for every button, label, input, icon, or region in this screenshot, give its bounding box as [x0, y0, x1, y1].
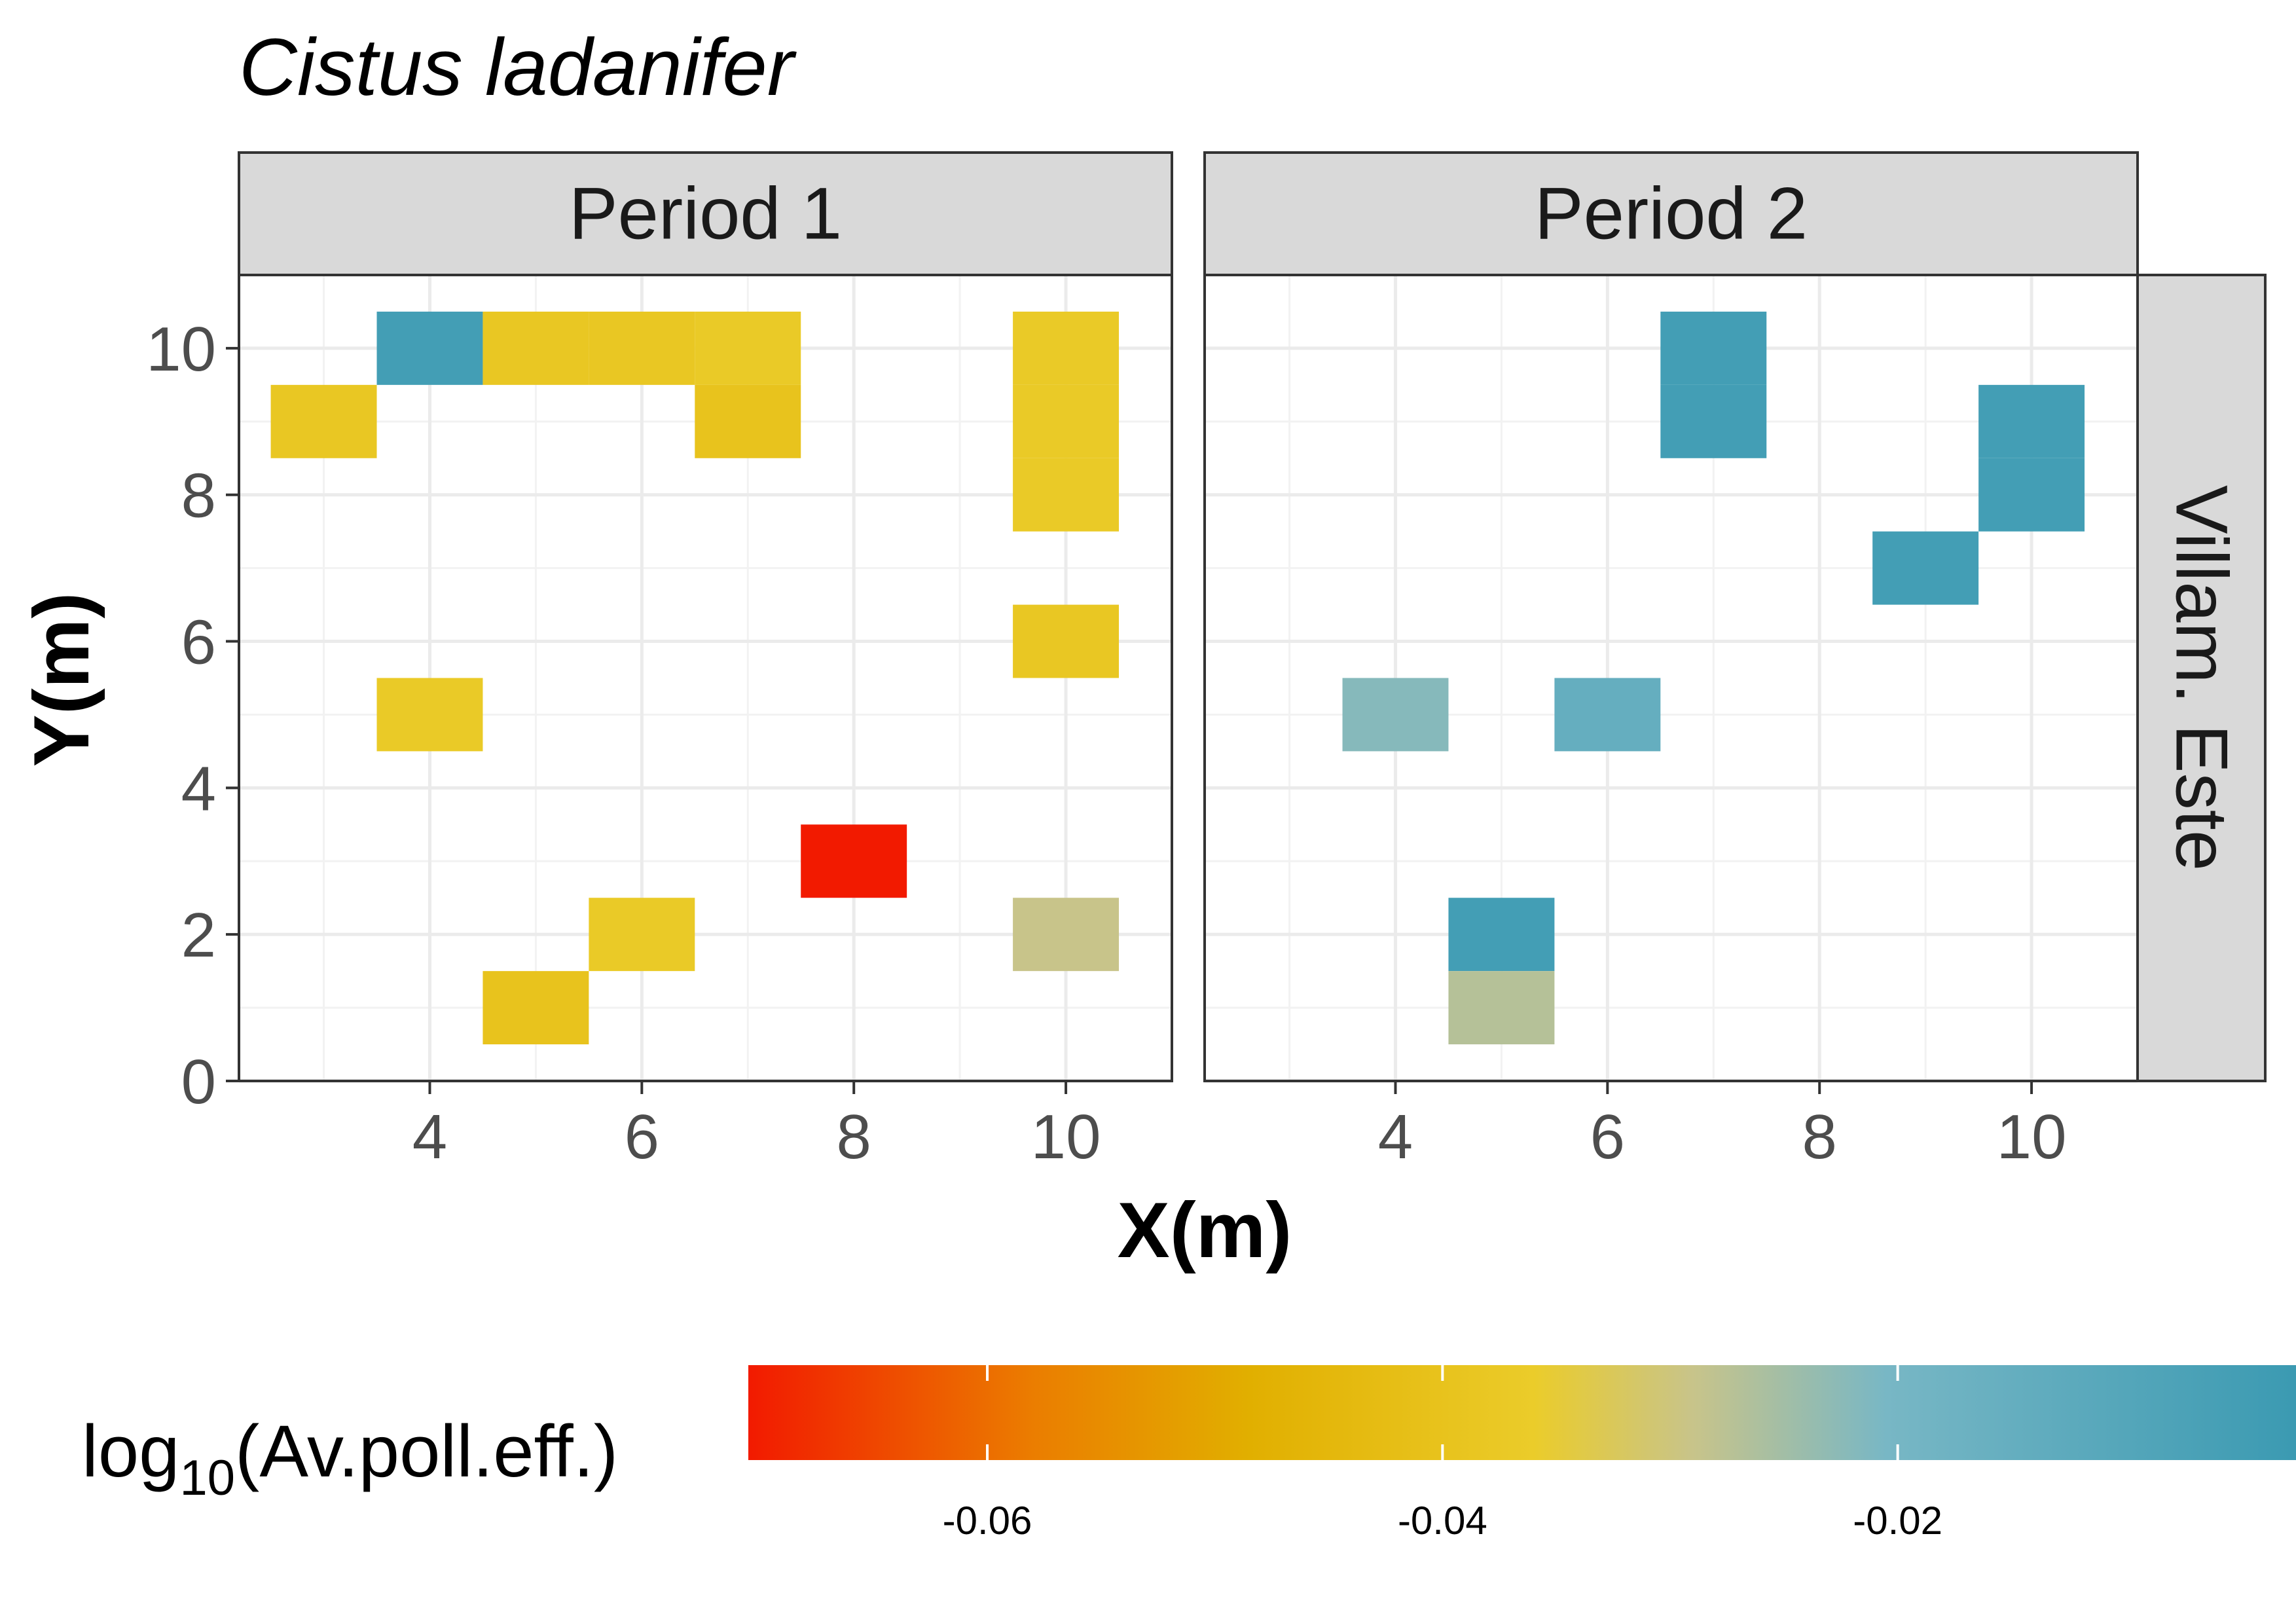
- heatmap-cell: [1660, 311, 1767, 385]
- legend-ticks: -0.06 -0.04 -0.02: [943, 1365, 1942, 1543]
- legend-tick-label: -0.06: [943, 1499, 1032, 1543]
- heatmap-cell: [695, 384, 801, 458]
- heatmap-cell: [1978, 384, 2085, 458]
- x-tick-label: 6: [1590, 1102, 1625, 1172]
- facet-strip: [238, 151, 1173, 276]
- row-facet-strip: Villam. Este: [2136, 274, 2267, 1082]
- facet-strip-label: Period 2: [1535, 173, 1808, 255]
- y-axis-title: Y(m): [18, 593, 105, 767]
- heatmap-cell: [1013, 604, 1120, 678]
- heatmap-cell: [801, 824, 907, 898]
- x-tick-label: 10: [1031, 1102, 1101, 1172]
- heatmap-cell: [1448, 971, 1555, 1045]
- x-axis-title: X(m): [1118, 1186, 1292, 1274]
- heatmap-cell: [1978, 458, 2085, 532]
- row-strip-label: Villam. Este: [2161, 485, 2243, 871]
- panel-1: Period 1 4 6 8 10 0 2 4 6 8 10: [146, 151, 1173, 1172]
- panel-2: Period 2 4 6 8 10: [1203, 151, 2139, 1172]
- x-tick-label: 10: [1997, 1102, 2067, 1172]
- row-strip-box: [2136, 274, 2267, 1082]
- heatmap-cell: [1013, 898, 1120, 972]
- legend: log10(Av.poll.eff.) -0.06 -0.04 -0.02: [82, 1365, 2296, 1543]
- legend-tick-label: -0.02: [1853, 1499, 1942, 1543]
- y-tick-label: 10: [146, 314, 216, 384]
- heatmap-cell: [1872, 531, 1979, 605]
- heatmap-cell: [1660, 384, 1767, 458]
- heatmap-cell: [695, 311, 801, 385]
- heatmap-cell: [376, 678, 483, 752]
- heatmap-cell: [589, 898, 695, 972]
- legend-title: log10(Av.poll.eff.): [82, 1410, 618, 1506]
- legend-title-base: log: [82, 1410, 179, 1492]
- y-tick-label: 2: [181, 900, 216, 970]
- x-tick-label: 4: [412, 1102, 447, 1172]
- heatmap-cell: [589, 311, 695, 385]
- heatmap-cell: [1013, 311, 1120, 385]
- x-tick-label: 8: [1802, 1102, 1837, 1172]
- heatmap-cell: [1554, 678, 1661, 752]
- facet-strip: [1203, 151, 2139, 276]
- heatmap-cell: [483, 971, 589, 1045]
- panels-layer: Period 1 4 6 8 10 0 2 4 6 8 10 Period 2 4 6 8 10 Villam.…: [146, 151, 2267, 1172]
- chart-title: Cistus ladanifer: [239, 23, 797, 113]
- legend-title-subscript: 10: [179, 1450, 235, 1506]
- heatmap-cell: [270, 384, 377, 458]
- heatmap-cell: [1013, 384, 1120, 458]
- heatmap-cell: [376, 311, 483, 385]
- heatmap-cell: [1342, 678, 1449, 752]
- heatmap-cell: [483, 311, 589, 385]
- y-tick-label: 4: [181, 754, 216, 824]
- y-tick-label: 0: [181, 1047, 216, 1117]
- legend-title-argument: (Av.poll.eff.): [235, 1410, 618, 1492]
- legend-colorbar: [748, 1365, 2296, 1460]
- y-tick-label: 6: [181, 608, 216, 678]
- facet-strip-label: Period 1: [569, 173, 842, 255]
- heatmap-cell: [1448, 898, 1555, 972]
- legend-tick-label: -0.04: [1398, 1499, 1487, 1543]
- x-tick-label: 8: [837, 1102, 871, 1172]
- y-tick-label: 8: [181, 461, 216, 531]
- x-tick-label: 6: [625, 1102, 659, 1172]
- x-tick-label: 4: [1378, 1102, 1413, 1172]
- heatmap-cell: [1013, 458, 1120, 532]
